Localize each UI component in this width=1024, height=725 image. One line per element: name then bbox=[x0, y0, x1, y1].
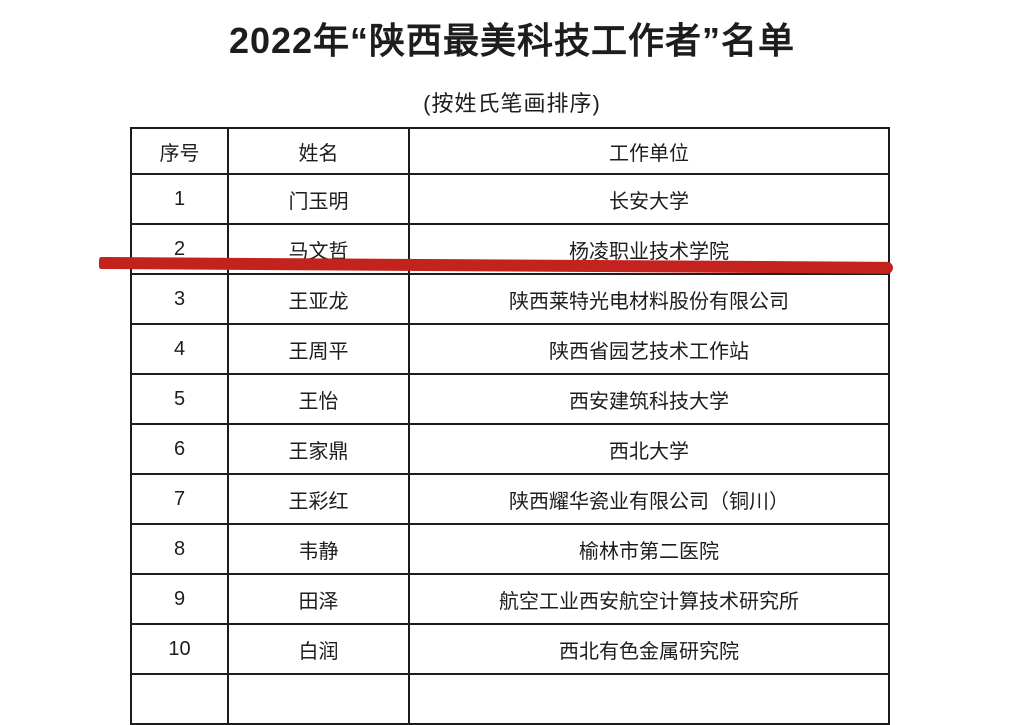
table-row: 6 王家鼎 西北大学 bbox=[130, 423, 890, 475]
cell-work-unit: 陕西省园艺技术工作站 bbox=[408, 323, 890, 375]
table-row: 5 王怡 西安建筑科技大学 bbox=[130, 373, 890, 425]
cell-serial-number: 5 bbox=[130, 373, 229, 425]
cell-work-unit: 陕西莱特光电材料股份有限公司 bbox=[408, 273, 890, 325]
cell-name: 王家鼎 bbox=[227, 423, 410, 475]
table-row-partial bbox=[130, 673, 890, 725]
cell-serial-number: 1 bbox=[130, 173, 229, 225]
cell-name: 王亚龙 bbox=[227, 273, 410, 325]
cell-serial-number: 8 bbox=[130, 523, 229, 575]
table-row: 1 门玉明 长安大学 bbox=[130, 173, 890, 225]
cell-name: 白润 bbox=[227, 623, 410, 675]
table-row: 9 田泽 航空工业西安航空计算技术研究所 bbox=[130, 573, 890, 625]
page-subtitle: (按姓氏笔画排序) bbox=[423, 91, 601, 116]
cell-serial-number: 10 bbox=[130, 623, 229, 675]
table-row: 8 韦静 榆林市第二医院 bbox=[130, 523, 890, 575]
cell-serial-number: 3 bbox=[130, 273, 229, 325]
cell-work-unit: 航空工业西安航空计算技术研究所 bbox=[408, 573, 890, 625]
cell-name: 田泽 bbox=[227, 573, 410, 625]
cell-empty bbox=[130, 673, 229, 725]
header-work-unit: 工作单位 bbox=[408, 127, 890, 175]
table-row: 3 王亚龙 陕西莱特光电材料股份有限公司 bbox=[130, 273, 890, 325]
header-name: 姓名 bbox=[227, 127, 410, 175]
cell-serial-number: 6 bbox=[130, 423, 229, 475]
table-row: 10 白润 西北有色金属研究院 bbox=[130, 623, 890, 675]
cell-work-unit: 西北大学 bbox=[408, 423, 890, 475]
table-header-row: 序号 姓名 工作单位 bbox=[130, 127, 890, 175]
cell-name: 王周平 bbox=[227, 323, 410, 375]
cell-work-unit: 陕西耀华瓷业有限公司（铜川） bbox=[408, 473, 890, 525]
table-row: 7 王彩红 陕西耀华瓷业有限公司（铜川） bbox=[130, 473, 890, 525]
table-body: 1 门玉明 长安大学 2 马文哲 杨凌职业技术学院 3 王亚龙 陕西莱特光电材料股份有限公司 4 王… bbox=[130, 173, 890, 725]
cell-work-unit: 榆林市第二医院 bbox=[408, 523, 890, 575]
cell-name: 王怡 bbox=[227, 373, 410, 425]
document-page: 2022年“陕西最美科技工作者”名单 (按姓氏笔画排序) 序号 姓名 工作单位 … bbox=[98, 20, 894, 725]
cell-serial-number: 7 bbox=[130, 473, 229, 525]
cell-work-unit: 西北有色金属研究院 bbox=[408, 623, 890, 675]
cell-name: 门玉明 bbox=[227, 173, 410, 225]
cell-empty bbox=[227, 673, 410, 725]
table-row: 4 王周平 陕西省园艺技术工作站 bbox=[130, 323, 890, 375]
cell-work-unit: 长安大学 bbox=[408, 173, 890, 225]
cell-work-unit: 西安建筑科技大学 bbox=[408, 373, 890, 425]
cell-empty bbox=[408, 673, 890, 725]
cell-serial-number: 9 bbox=[130, 573, 229, 625]
cell-name: 韦静 bbox=[227, 523, 410, 575]
page-title: 2022年“陕西最美科技工作者”名单 bbox=[228, 20, 796, 61]
cell-serial-number: 4 bbox=[130, 323, 229, 375]
header-serial-number: 序号 bbox=[130, 127, 229, 175]
awardees-table: 序号 姓名 工作单位 1 门玉明 长安大学 2 马文哲 杨凌职业技术学院 3 王亚龙 陕西莱特光… bbox=[130, 127, 890, 725]
cell-name: 王彩红 bbox=[227, 473, 410, 525]
